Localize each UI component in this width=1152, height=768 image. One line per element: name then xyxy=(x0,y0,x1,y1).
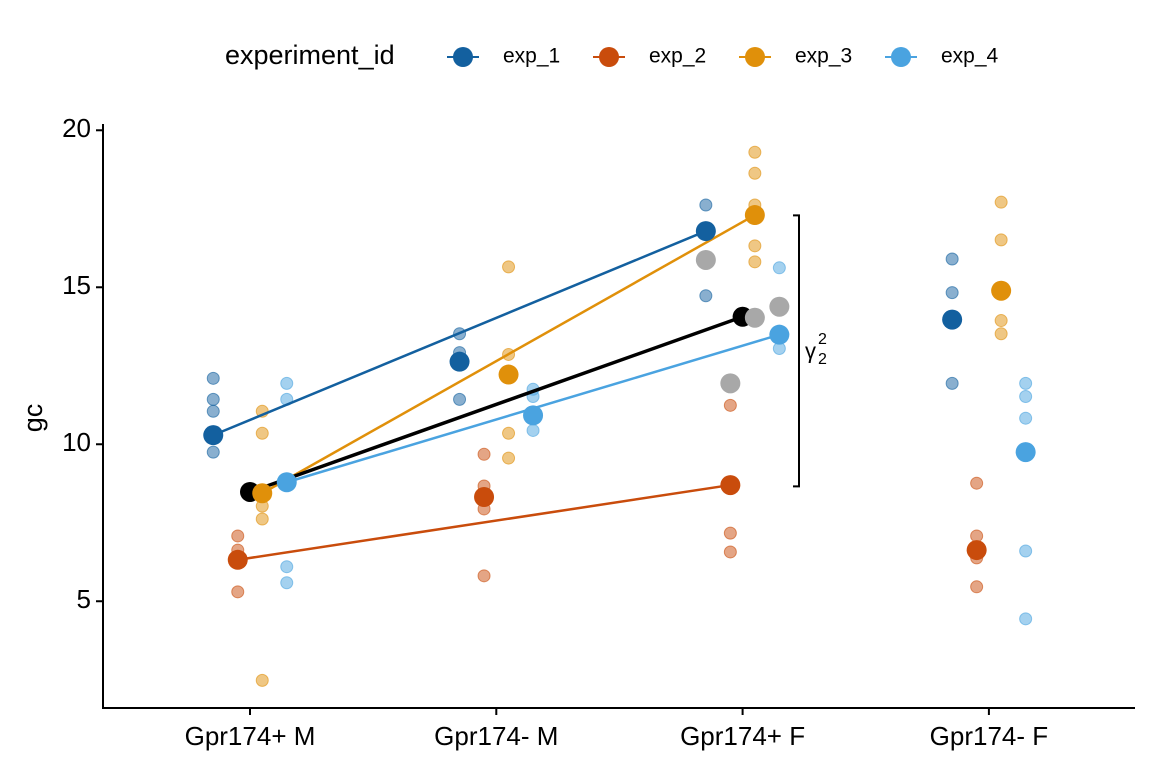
legend-label: exp_4 xyxy=(941,45,999,68)
legend-marker xyxy=(599,47,619,67)
x-tick-label: Gpr174- M xyxy=(434,721,558,751)
raw-point xyxy=(994,195,1008,209)
raw-point xyxy=(699,198,713,212)
raw-point xyxy=(477,569,491,583)
mean-point xyxy=(991,280,1012,301)
raw-point xyxy=(772,261,786,275)
mean-point xyxy=(769,324,790,345)
raw-point xyxy=(723,545,737,559)
mean-point xyxy=(966,540,987,561)
mean-point xyxy=(523,405,544,426)
raw-point xyxy=(945,286,959,300)
raw-point xyxy=(994,327,1008,341)
raw-point xyxy=(280,560,294,574)
raw-point xyxy=(1019,390,1033,404)
predicted-point xyxy=(695,249,716,270)
raw-point xyxy=(1019,376,1033,390)
bracket xyxy=(793,214,800,488)
bracket-sup: 2 xyxy=(818,331,827,348)
overall-line xyxy=(249,315,744,494)
raw-point xyxy=(994,233,1008,247)
mean-point xyxy=(498,364,519,385)
raw-point xyxy=(255,673,269,687)
legend-title: experiment_id xyxy=(225,40,395,70)
predicted-point xyxy=(720,373,741,394)
raw-point xyxy=(748,255,762,269)
series-line xyxy=(237,483,731,562)
mean-point xyxy=(474,487,495,508)
legend-marker xyxy=(453,47,473,67)
raw-point xyxy=(945,252,959,266)
raw-point xyxy=(723,526,737,540)
raw-point xyxy=(748,145,762,159)
raw-point xyxy=(255,512,269,526)
raw-point xyxy=(206,371,220,385)
series-line xyxy=(261,213,756,495)
mean-point xyxy=(252,483,273,504)
mean-point xyxy=(449,351,470,372)
y-tick-label: 15 xyxy=(62,270,91,300)
mean-point xyxy=(695,221,716,242)
series-line xyxy=(212,229,707,437)
legend-marker xyxy=(745,47,765,67)
bracket-label: γ xyxy=(805,339,816,364)
raw-point xyxy=(280,576,294,590)
raw-point xyxy=(526,423,540,437)
raw-point xyxy=(502,451,516,465)
raw-point xyxy=(477,447,491,461)
raw-point xyxy=(1019,612,1033,626)
mean-point xyxy=(276,472,297,493)
y-axis-label: gc xyxy=(18,404,48,433)
legend-label: exp_2 xyxy=(649,45,706,68)
raw-point xyxy=(723,398,737,412)
mean-point xyxy=(942,309,963,330)
raw-point xyxy=(1019,544,1033,558)
raw-point xyxy=(502,260,516,274)
raw-point xyxy=(206,445,220,459)
x-tick-label: Gpr174+ M xyxy=(185,721,316,751)
legend-label: exp_3 xyxy=(795,45,852,68)
raw-point xyxy=(945,376,959,390)
raw-point xyxy=(231,585,245,599)
raw-point xyxy=(453,392,467,406)
y-tick-label: 20 xyxy=(62,113,91,143)
mean-point xyxy=(203,425,224,446)
mean-point xyxy=(720,475,741,496)
legend-marker xyxy=(891,47,911,67)
y-tick-label: 10 xyxy=(62,427,91,457)
raw-point xyxy=(206,392,220,406)
bracket-sub: 2 xyxy=(818,351,827,368)
mean-point xyxy=(744,205,765,226)
predicted-point xyxy=(769,296,790,317)
raw-point xyxy=(748,166,762,180)
raw-point xyxy=(970,476,984,490)
raw-point xyxy=(255,426,269,440)
mean-point xyxy=(1015,442,1036,463)
y-tick-label: 5 xyxy=(77,584,91,614)
raw-point xyxy=(502,426,516,440)
raw-point xyxy=(699,289,713,303)
raw-point xyxy=(748,239,762,253)
raw-point xyxy=(994,314,1008,328)
x-tick-label: Gpr174- F xyxy=(930,721,1049,751)
raw-point xyxy=(1019,411,1033,425)
raw-point xyxy=(970,580,984,594)
legend-label: exp_1 xyxy=(503,45,560,68)
raw-point xyxy=(231,529,245,543)
raw-point xyxy=(206,404,220,418)
x-tick-label: Gpr174+ F xyxy=(680,721,805,751)
predicted-point xyxy=(744,307,765,328)
mean-point xyxy=(227,549,248,570)
raw-point xyxy=(280,376,294,390)
